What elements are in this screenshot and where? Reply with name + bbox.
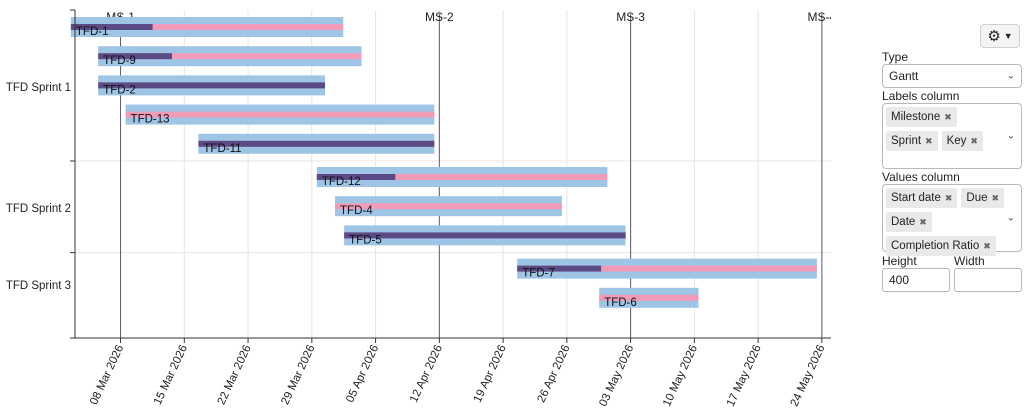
values-chip-label: Start date: [891, 192, 941, 204]
labels-column-label: Labels column: [882, 89, 960, 103]
labels-chip-label: Milestone: [891, 111, 941, 123]
task-progress-bar: [70, 24, 153, 30]
x-tick-label: 12 Apr 2026: [408, 343, 445, 404]
task-progress-bar: [316, 174, 396, 180]
x-tick-label: 05 Apr 2026: [344, 343, 381, 404]
values-chip-label: Date: [891, 216, 916, 228]
task-label: TFD-7: [522, 268, 555, 280]
labels-chip: Sprint ✖: [886, 131, 938, 151]
task-label: TFD-11: [203, 143, 241, 155]
values-chip: Completion Ratio ✖: [886, 236, 996, 256]
x-tick-label: 26 Apr 2026: [535, 343, 572, 404]
task-remaining-bar: [316, 174, 608, 180]
milestone-label: MS-4: [808, 10, 837, 24]
type-select[interactable]: Gantt ⌄: [882, 64, 1022, 88]
group-label: TFD Sprint 1: [6, 82, 71, 94]
x-tick-label: 24 May 2026: [789, 343, 828, 408]
chevron-down-icon: ⌄: [1006, 130, 1015, 142]
task-label: TFD-6: [604, 297, 637, 309]
x-tick-label: 29 Mar 2026: [279, 343, 317, 407]
values-chip: Date ✖: [886, 212, 932, 232]
task-remaining-bar: [125, 111, 435, 118]
x-tick-label: 15 Mar 2026: [152, 343, 190, 407]
width-label: Width: [954, 254, 985, 268]
values-chip: Due ✖: [961, 188, 1005, 208]
chevron-down-icon: ⌄: [1006, 212, 1015, 224]
height-input[interactable]: 400: [882, 268, 950, 292]
values-column-select[interactable]: Start date ✖ Due ✖ Date ✖ Completion Ratio ✖ ⌄: [882, 184, 1022, 256]
chart-settings-panel: ⚙ ▼ Type Gantt ⌄ Labels column Milestone…: [880, 0, 1024, 415]
gantt-chart: MS-1MS-2MS-3MS-4 TFD-1TFD-9TFD-2TFD-13TF…: [6, 9, 837, 409]
task-label: TFD-4: [340, 205, 373, 217]
task-progress-bar: [98, 53, 172, 60]
milestone-label: MS-2: [425, 10, 454, 24]
group-label: TFD Sprint 3: [6, 280, 71, 292]
values-chip-label: Completion Ratio: [891, 240, 980, 252]
x-tick-label: 08 Mar 2026: [88, 343, 126, 407]
gear-icon: ⚙: [987, 27, 1001, 45]
task-progress-bar: [98, 82, 326, 89]
task-label: TFD-5: [349, 234, 382, 246]
labels-column-select[interactable]: Milestone ✖ Sprint ✖ Key ✖ ⌄: [882, 103, 1022, 169]
milestone-label: MS-3: [616, 10, 645, 24]
x-tick-label: 10 May 2026: [661, 343, 700, 408]
x-tick-labels: 08 Mar 2026 15 Mar 2026 22 Mar 2026 29 Mar …: [88, 343, 828, 408]
task-label: TFD-12: [322, 176, 361, 188]
task-label: TFD-1: [76, 26, 109, 38]
labels-chip-label: Sprint: [891, 135, 922, 147]
settings-button[interactable]: ⚙ ▼: [980, 24, 1020, 48]
remove-chip-icon[interactable]: ✖: [919, 216, 927, 227]
task-remaining-bar: [70, 24, 344, 30]
values-chip: Start date ✖: [886, 188, 958, 208]
values-chip-label: Due: [966, 192, 988, 204]
task-bars: TFD-1 TFD-9 TFD-2 TFD-13 TFD-11 TFD-12 TFD-4 TF…: [70, 17, 817, 309]
remove-chip-icon[interactable]: ✖: [925, 135, 933, 146]
task-remaining-bar: [599, 294, 699, 301]
width-input[interactable]: [954, 268, 1022, 292]
task-remaining-bar: [335, 203, 562, 210]
task-progress-bar: [198, 140, 435, 147]
task-progress-bar: [344, 232, 626, 239]
group-label: TFD Sprint 2: [6, 203, 71, 215]
type-select-value: Gantt: [889, 69, 919, 83]
remove-chip-icon[interactable]: ✖: [944, 111, 952, 122]
group-labels: TFD Sprint 1 TFD Sprint 2 TFD Sprint 3: [6, 82, 71, 292]
chevron-down-icon: ⌄: [1006, 70, 1015, 82]
type-label: Type: [882, 50, 909, 64]
x-tick-label: 03 May 2026: [597, 343, 636, 408]
task-progress-bar: [517, 265, 602, 272]
remove-chip-icon[interactable]: ✖: [970, 135, 978, 146]
remove-chip-icon[interactable]: ✖: [991, 192, 1000, 203]
task-remaining-bar: [517, 265, 817, 272]
labels-chip-label: Key: [946, 135, 967, 147]
x-tick-label: 22 Mar 2026: [216, 343, 254, 407]
labels-chip: Milestone ✖: [886, 107, 957, 127]
remove-chip-icon[interactable]: ✖: [983, 240, 991, 251]
height-label: Height: [882, 254, 917, 268]
remove-chip-icon[interactable]: ✖: [944, 192, 953, 203]
x-tick-label: 17 May 2026: [725, 343, 764, 408]
chevron-down-icon: ▼: [1003, 31, 1013, 41]
task-label: TFD-2: [103, 84, 136, 96]
task-remaining-bar: [98, 53, 362, 60]
labels-chip: Key ✖: [941, 131, 983, 151]
task-label: TFD-9: [103, 55, 136, 67]
values-column-label: Values column: [882, 170, 960, 184]
group-separators: [75, 160, 831, 254]
chart-axes: [70, 9, 831, 343]
x-tick-label: 19 Apr 2026: [472, 343, 509, 404]
task-label: TFD-13: [131, 114, 170, 126]
